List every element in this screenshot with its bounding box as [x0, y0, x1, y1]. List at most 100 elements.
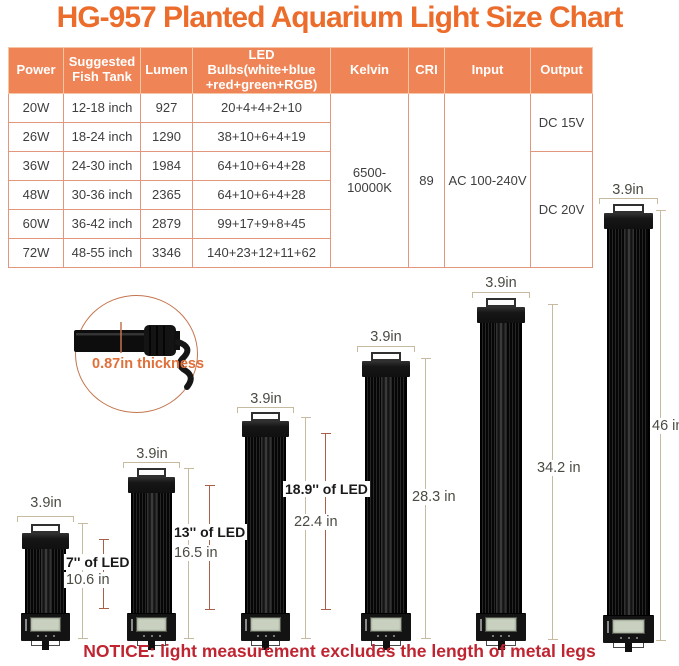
header-input: Input: [444, 47, 531, 94]
leg-stem: [42, 641, 49, 650]
table-row: 36W 24-30 inch 1984 64+10+6+4+28 DC 20V: [8, 150, 593, 268]
table-row: 20W 12-18 inch 927 20+4+4+2+10 6500-1000…: [8, 92, 593, 268]
led-length-label: 7'' of LED: [64, 554, 132, 570]
table-header-row: Power Suggested Fish Tank Lumen LED Bulb…: [8, 47, 593, 94]
light-end-cap: [242, 421, 289, 437]
control-buttons: [476, 635, 526, 637]
thickness-label: 0.87in thickness: [92, 356, 205, 372]
tank-cell: 18-24 inch: [63, 121, 141, 152]
metal-legs-top: [31, 524, 60, 533]
table-row: 72W 48-55 inch 3346 140+23+12+11+62: [8, 237, 593, 268]
header-led-line2: +red+green+RGB): [205, 76, 318, 92]
header-kelvin: Kelvin: [330, 47, 409, 94]
total-length-label: 28.3 in: [410, 489, 458, 505]
controller-display: [241, 613, 290, 641]
light-side-profile-drawing: [74, 322, 194, 390]
output-dc15-cell: DC 15V: [530, 92, 593, 152]
light-body: [480, 323, 522, 613]
light-body: [25, 549, 66, 613]
light-body: [365, 377, 407, 613]
led-cell: 64+10+6+4+28: [192, 179, 331, 210]
header-led-line1: LED Bulbs(white+blue: [207, 47, 316, 77]
led-length-label: 18.9'' of LED: [283, 481, 370, 497]
bottom-legs: [607, 643, 650, 654]
lumen-cell: 3346: [140, 237, 193, 268]
body-channel: [623, 229, 634, 615]
control-buttons: [241, 635, 290, 637]
controller-display: [603, 615, 654, 643]
bottom-legs: [131, 641, 172, 652]
metal-leg-hook: [175, 339, 194, 390]
tank-cell: 30-36 inch: [63, 179, 141, 210]
leg-stem: [382, 641, 390, 650]
bottom-legs: [25, 641, 66, 652]
metal-legs-top: [371, 352, 401, 361]
page-title: HG-957 Planted Aquarium Light Size Chart: [56, 1, 624, 34]
light-fixture-26w: [127, 468, 176, 652]
total-length-label: 46 in: [650, 418, 679, 434]
lcd-screen: [249, 617, 282, 632]
lcd-screen: [370, 617, 402, 632]
led-cell: 38+10+6+4+19: [192, 121, 331, 152]
width-dimension-bracket: [17, 516, 74, 522]
width-dimension-bracket: [357, 346, 415, 352]
control-buttons: [127, 635, 176, 637]
width-dimension-bracket: [237, 407, 294, 413]
bottom-legs: [480, 641, 522, 652]
spec-table: Power Suggested Fish Tank Lumen LED Bulb…: [8, 47, 593, 268]
header-fish-tank: Suggested Fish Tank: [63, 47, 141, 94]
kelvin-cell: 6500-10000K: [330, 92, 409, 268]
power-cell: 20W: [8, 92, 64, 123]
light-body: [245, 437, 286, 613]
metal-legs-top: [137, 468, 166, 477]
header-output: Output: [530, 47, 593, 94]
light-body: [131, 493, 172, 613]
controller-display: [127, 613, 176, 641]
notice-text: NOTICE: light measurement excludes the l…: [83, 641, 596, 661]
light-end-cap: [128, 477, 175, 493]
control-buttons: [361, 635, 411, 637]
width-dimension-bracket: [472, 292, 530, 298]
light-end-cap: [477, 307, 525, 323]
body-channel: [496, 323, 506, 613]
header-power: Power: [8, 47, 64, 94]
lcd-screen: [29, 617, 62, 632]
lumen-cell: 2365: [140, 179, 193, 210]
led-cell: 20+4+4+2+10: [192, 92, 331, 123]
controller-display: [476, 613, 526, 641]
metal-legs-top: [251, 412, 280, 421]
tank-cell: 24-30 inch: [63, 150, 141, 181]
leg-stem: [148, 641, 155, 650]
control-buttons: [603, 637, 654, 639]
total-length-label: 16.5 in: [172, 545, 220, 561]
light-fixture-48w: [361, 352, 411, 652]
table-row: 48W 30-36 inch 2365 64+10+6+4+28: [8, 179, 593, 210]
light-end-cap: [362, 361, 410, 377]
total-length-label: 10.6 in: [64, 572, 112, 588]
body-channel: [146, 493, 157, 613]
led-length-label: 13'' of LED: [172, 524, 248, 540]
body-channel: [381, 377, 391, 613]
metal-legs-top: [613, 204, 644, 213]
light-fixture-20w: [21, 524, 70, 652]
lcd-screen: [612, 619, 645, 634]
tank-cell: 36-42 inch: [63, 208, 141, 239]
lumen-cell: 1290: [140, 121, 193, 152]
tank-cell: 12-18 inch: [63, 92, 141, 123]
width-label: 3.9in: [612, 182, 644, 198]
power-cell: 36W: [8, 150, 64, 181]
width-label: 3.9in: [136, 446, 168, 462]
header-lumen: Lumen: [140, 47, 193, 94]
controller-display: [21, 613, 70, 641]
body-channel: [260, 437, 271, 613]
thickness-detail-circle: [75, 295, 198, 413]
width-label: 3.9in: [250, 391, 282, 407]
width-label: 3.9in: [485, 275, 517, 291]
leg-stem: [262, 641, 269, 650]
led-cell: 99+17+9+8+45: [192, 208, 331, 239]
cri-cell: 89: [408, 92, 445, 268]
light-body: [607, 229, 650, 615]
lumen-cell: 927: [140, 92, 193, 123]
output-dc20-cell: DC 20V: [530, 150, 593, 268]
